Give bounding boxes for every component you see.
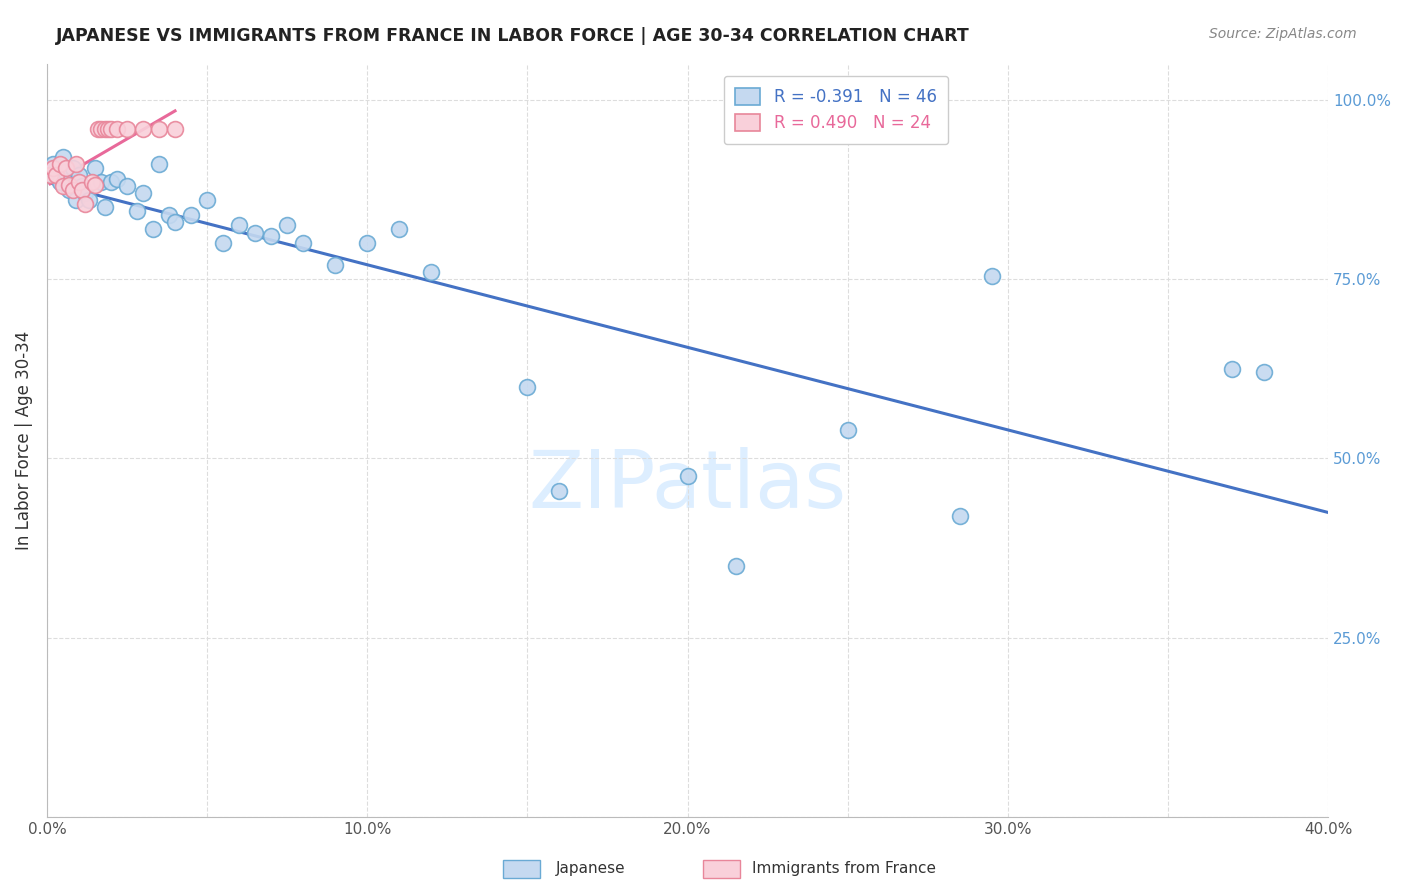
Point [52, 150, 75, 164]
Point [84, 178, 107, 192]
Point [65, 157, 87, 171]
Point [212, 236, 235, 251]
Text: Japanese: Japanese [555, 862, 626, 876]
Point [676, 469, 699, 483]
Point [125, 204, 148, 219]
Point [323, 258, 346, 272]
Text: Immigrants from France: Immigrants from France [752, 862, 936, 876]
Point [84, 161, 107, 175]
Point [1220, 361, 1243, 376]
Point [97, 121, 120, 136]
Point [39, 161, 62, 175]
Point [45, 168, 67, 182]
Point [260, 229, 283, 244]
Point [132, 186, 155, 201]
Y-axis label: In Labor Force | Age 30-34: In Labor Force | Age 30-34 [15, 331, 32, 550]
Point [148, 157, 170, 171]
Point [67, 175, 90, 189]
Point [163, 121, 186, 136]
Point [75, 197, 97, 211]
Text: Source: ZipAtlas.com: Source: ZipAtlas.com [1209, 27, 1357, 41]
Point [100, 175, 122, 189]
Point [80, 175, 103, 189]
Point [70, 182, 93, 196]
Text: JAPANESE VS IMMIGRANTS FROM FRANCE IN LABOR FORCE | AGE 30-34 CORRELATION CHART: JAPANESE VS IMMIGRANTS FROM FRANCE IN LA… [56, 27, 970, 45]
Point [276, 219, 298, 233]
Point [115, 121, 138, 136]
Point [65, 194, 87, 208]
Point [292, 236, 315, 251]
Point [48, 157, 70, 171]
Point [100, 121, 122, 136]
Point [48, 175, 70, 189]
Point [58, 182, 80, 196]
Point [837, 423, 859, 437]
Point [55, 164, 77, 178]
Point [90, 121, 112, 136]
Point [356, 236, 378, 251]
Point [87, 121, 110, 136]
Legend: R = -0.391   N = 46, R = 0.490   N = 24: R = -0.391 N = 46, R = 0.490 N = 24 [724, 76, 948, 145]
Point [228, 219, 250, 233]
Point [62, 161, 84, 175]
Point [148, 121, 170, 136]
Point [105, 121, 128, 136]
Point [516, 380, 538, 394]
Text: ZIPatlas: ZIPatlas [529, 447, 846, 524]
Point [42, 161, 65, 175]
Point [75, 186, 97, 201]
Point [115, 178, 138, 193]
Point [90, 175, 112, 189]
Point [243, 226, 266, 240]
Point [180, 208, 202, 222]
Point [142, 222, 165, 236]
Point [949, 508, 972, 523]
Point [42, 157, 65, 171]
Point [55, 161, 77, 175]
Point [1253, 365, 1275, 379]
Point [548, 483, 571, 498]
Point [45, 168, 67, 182]
Point [724, 559, 747, 574]
Point [39, 168, 62, 182]
Point [93, 121, 115, 136]
Point [420, 265, 443, 279]
Point [52, 178, 75, 193]
Point [58, 178, 80, 192]
Point [195, 194, 218, 208]
Point [163, 215, 186, 229]
Point [67, 168, 90, 182]
Point [93, 201, 115, 215]
Point [388, 222, 411, 236]
Point [105, 171, 128, 186]
Point [62, 182, 84, 196]
Point [980, 268, 1002, 283]
Point [157, 208, 180, 222]
Point [132, 121, 155, 136]
Point [77, 194, 100, 208]
Point [70, 178, 93, 193]
